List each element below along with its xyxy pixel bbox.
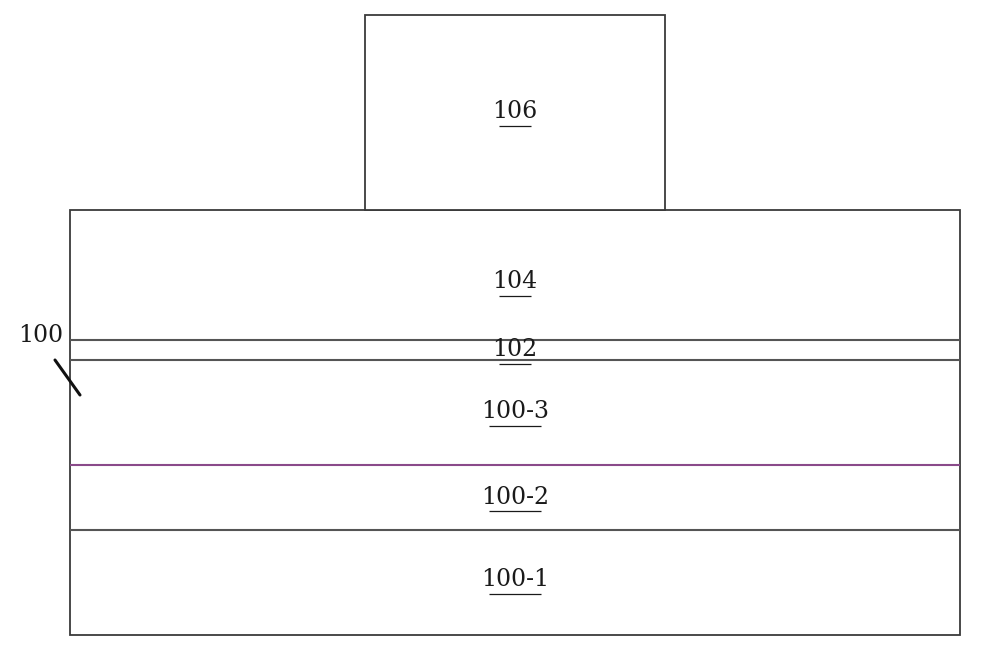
- Text: 100-1: 100-1: [481, 569, 549, 592]
- Text: 104: 104: [492, 270, 538, 293]
- Bar: [70, 210, 960, 635]
- Text: 100-2: 100-2: [481, 486, 549, 509]
- Text: 100-3: 100-3: [481, 401, 549, 424]
- Text: 106: 106: [492, 101, 538, 124]
- Bar: [365, 15, 665, 210]
- Text: 102: 102: [492, 338, 538, 361]
- Text: 100: 100: [18, 324, 63, 347]
